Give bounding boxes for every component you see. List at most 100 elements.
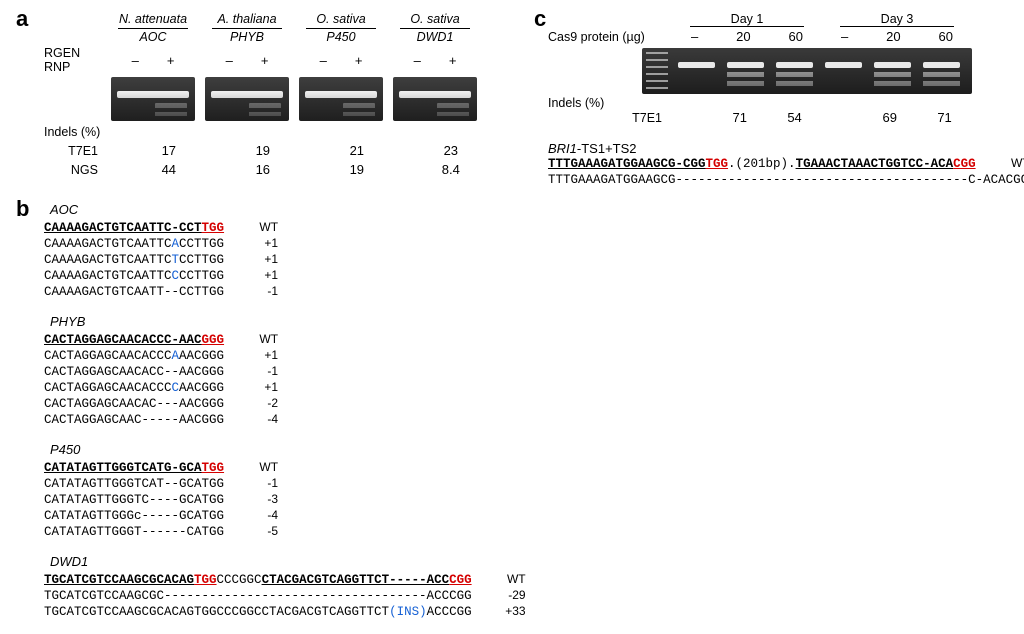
seq-line: CATATAGTTGGGTC----GCATGG-3 bbox=[44, 492, 302, 508]
panel-a: N. attenuata A. thaliana O. sativa O. sa… bbox=[44, 12, 504, 177]
seq-line: CATATAGTTGGGT------CATGG-5 bbox=[44, 524, 302, 540]
seq-line: CATATAGTTGGGTCAT--GCATGG-1 bbox=[44, 476, 302, 492]
day-1: Day 1 bbox=[672, 12, 822, 28]
t7e1-0: 17 bbox=[162, 143, 176, 158]
seq-phyb: PHYB CACTAGGAGCAACACCC-AACGGGWTCACTAGGAG… bbox=[44, 314, 330, 428]
dose-2: 60 bbox=[789, 29, 803, 44]
dose-5: 60 bbox=[939, 29, 953, 44]
gene-0-text: AOC bbox=[139, 30, 166, 44]
panel-a-label: a bbox=[16, 6, 28, 32]
seq-aoc: AOC CAAAAGACTGTCAATTC-CCTTGGWTCAAAAGACTG… bbox=[44, 202, 302, 300]
panel-b-label: b bbox=[16, 196, 29, 222]
day-3: Day 3 bbox=[822, 12, 972, 28]
panel-b: AOC CAAAAGACTGTCAATTC-CCTTGGWTCAAAAGACTG… bbox=[44, 202, 588, 634]
t7c-1: 71 bbox=[733, 110, 747, 125]
t7e1-row: T7E1 .17 .19 .21 .23 bbox=[44, 143, 504, 158]
species-row: N. attenuata A. thaliana O. sativa O. sa… bbox=[106, 12, 504, 26]
seq-line: CACTAGGAGCAAC-----AACGGG-4 bbox=[44, 412, 330, 428]
gel-a-3 bbox=[393, 77, 477, 121]
pm0-0: – bbox=[132, 53, 139, 68]
cas-row: Cas9 protein (µg) – 20 60 – 20 60 bbox=[548, 29, 998, 44]
seq-line: CACTAGGAGCAACACC--AACGGG-1 bbox=[44, 364, 330, 380]
seq-line: CAAAAGACTGTCAATT--CCTTGG-1 bbox=[44, 284, 302, 300]
bri-rest: -TS1+TS2 bbox=[577, 141, 637, 156]
t7e1-1: 19 bbox=[256, 143, 270, 158]
dose-3: – bbox=[841, 29, 848, 44]
gel-c-lane-2 bbox=[770, 48, 819, 94]
seq-dwd1: DWD1 TGCATCGTCCAAGCGCACAGTGGCCCGGCCTACGA… bbox=[44, 554, 684, 620]
dose-1: 20 bbox=[736, 29, 750, 44]
dose-0: – bbox=[691, 29, 698, 44]
seq-line: CACTAGGAGCAACAC---AACGGG-2 bbox=[44, 396, 330, 412]
gene-row: AOC PHYB P450 DWD1 bbox=[106, 28, 504, 44]
seq-line: CACTAGGAGCAACACCCAAACGGG+1 bbox=[44, 348, 330, 364]
t7e1-3: 23 bbox=[444, 143, 458, 158]
ngs-1: 16 bbox=[256, 162, 270, 177]
bri-gene: BRI1 bbox=[548, 141, 577, 156]
seq-line: CACTAGGAGCAACACCC-AACGGGWT bbox=[44, 332, 330, 348]
gel-c-lane-0 bbox=[672, 48, 721, 94]
ngs-2: 19 bbox=[350, 162, 364, 177]
gel-c-lane-4 bbox=[868, 48, 917, 94]
gene-1-text: PHYB bbox=[230, 30, 264, 44]
gel-c-lane-5 bbox=[917, 48, 966, 94]
t7c-2: 54 bbox=[787, 110, 801, 125]
gene-3: DWD1 bbox=[388, 28, 482, 44]
t7e1-label: T7E1 bbox=[44, 144, 106, 158]
day-1-text: Day 1 bbox=[731, 12, 764, 26]
indels-header-c: Indels (%) bbox=[548, 96, 672, 110]
gel-c-lane-3 bbox=[819, 48, 868, 94]
indels-header-a: Indels (%) bbox=[44, 125, 106, 139]
pm1-0: – bbox=[226, 53, 233, 68]
seq-dwd1-title: DWD1 bbox=[50, 554, 684, 569]
pm0-1: + bbox=[167, 53, 175, 68]
species-1: A. thaliana bbox=[200, 12, 294, 26]
t7c-5: 71 bbox=[937, 110, 951, 125]
bri-title: BRI1-TS1+TS2 bbox=[548, 141, 998, 156]
seq-line: TTTGAAAGATGGAAGCG-CGGTGG.(201bp).TGAAACT… bbox=[548, 156, 998, 172]
ngs-label: NGS bbox=[44, 163, 106, 177]
species-0: N. attenuata bbox=[106, 12, 200, 26]
seq-line: CAAAAGACTGTCAATTCACCTTGG+1 bbox=[44, 236, 302, 252]
seq-line: TGCATCGTCCAAGCGCACAGTGGCCCGGCCTACGACGTCA… bbox=[44, 604, 684, 620]
seq-p450-title: P450 bbox=[50, 442, 302, 457]
gene-2-text: P450 bbox=[326, 30, 355, 44]
gel-a-1 bbox=[205, 77, 289, 121]
pm2-1: + bbox=[355, 53, 363, 68]
gel-c-lane-1 bbox=[721, 48, 770, 94]
species-3: O. sativa bbox=[388, 12, 482, 26]
rgen-row: RGEN RNP –+ –+ –+ –+ bbox=[44, 46, 504, 74]
seq-line: CAAAAGACTGTCAATTCCCCTTGG+1 bbox=[44, 268, 302, 284]
cas-label: Cas9 protein (µg) bbox=[548, 30, 672, 44]
gel-c bbox=[642, 48, 972, 94]
t7e1-row-c: T7E1 71 54 69 71 bbox=[548, 110, 998, 125]
t7e1-label-c: T7E1 bbox=[548, 111, 672, 125]
seq-p450: P450 CATATAGTTGGGTCATG-GCATGGWTCATATAGTT… bbox=[44, 442, 302, 540]
ngs-0: 44 bbox=[162, 162, 176, 177]
seq-aoc-title: AOC bbox=[50, 202, 302, 217]
gene-1: PHYB bbox=[200, 28, 294, 44]
seq-line: CATATAGTTGGGc-----GCATGG-4 bbox=[44, 508, 302, 524]
seq-line: CAAAAGACTGTCAATTC-CCTTGGWT bbox=[44, 220, 302, 236]
seq-line: CATATAGTTGGGTCATG-GCATGGWT bbox=[44, 460, 302, 476]
pm3-1: + bbox=[449, 53, 457, 68]
pm1-1: + bbox=[261, 53, 269, 68]
gene-0: AOC bbox=[106, 28, 200, 44]
pm2-0: – bbox=[320, 53, 327, 68]
t7e1-2: 21 bbox=[350, 143, 364, 158]
day-row: Day 1 Day 3 bbox=[672, 12, 998, 28]
seq-line: TTTGAAAGATGGAAGCG-----------------------… bbox=[548, 172, 998, 188]
seq-line: CAAAAGACTGTCAATTCTCCTTGG+1 bbox=[44, 252, 302, 268]
seq-line: CACTAGGAGCAACACCCCAACGGG+1 bbox=[44, 380, 330, 396]
panel-c: Day 1 Day 3 Cas9 protein (µg) – 20 60 – … bbox=[548, 12, 998, 188]
gel-a-0 bbox=[111, 77, 195, 121]
dose-4: 20 bbox=[886, 29, 900, 44]
bri-block: BRI1-TS1+TS2 TTTGAAAGATGGAAGCG-CGGTGG.(2… bbox=[548, 141, 998, 188]
ngs-3: 8.4 bbox=[442, 162, 460, 177]
gel-row-a bbox=[106, 77, 504, 121]
t7c-4: 69 bbox=[883, 110, 897, 125]
seq-line: TGCATCGTCCAAGCGC------------------------… bbox=[44, 588, 684, 604]
day-3-text: Day 3 bbox=[881, 12, 914, 26]
gene-3-text: DWD1 bbox=[417, 30, 454, 44]
rgen-label: RGEN RNP bbox=[44, 46, 106, 74]
